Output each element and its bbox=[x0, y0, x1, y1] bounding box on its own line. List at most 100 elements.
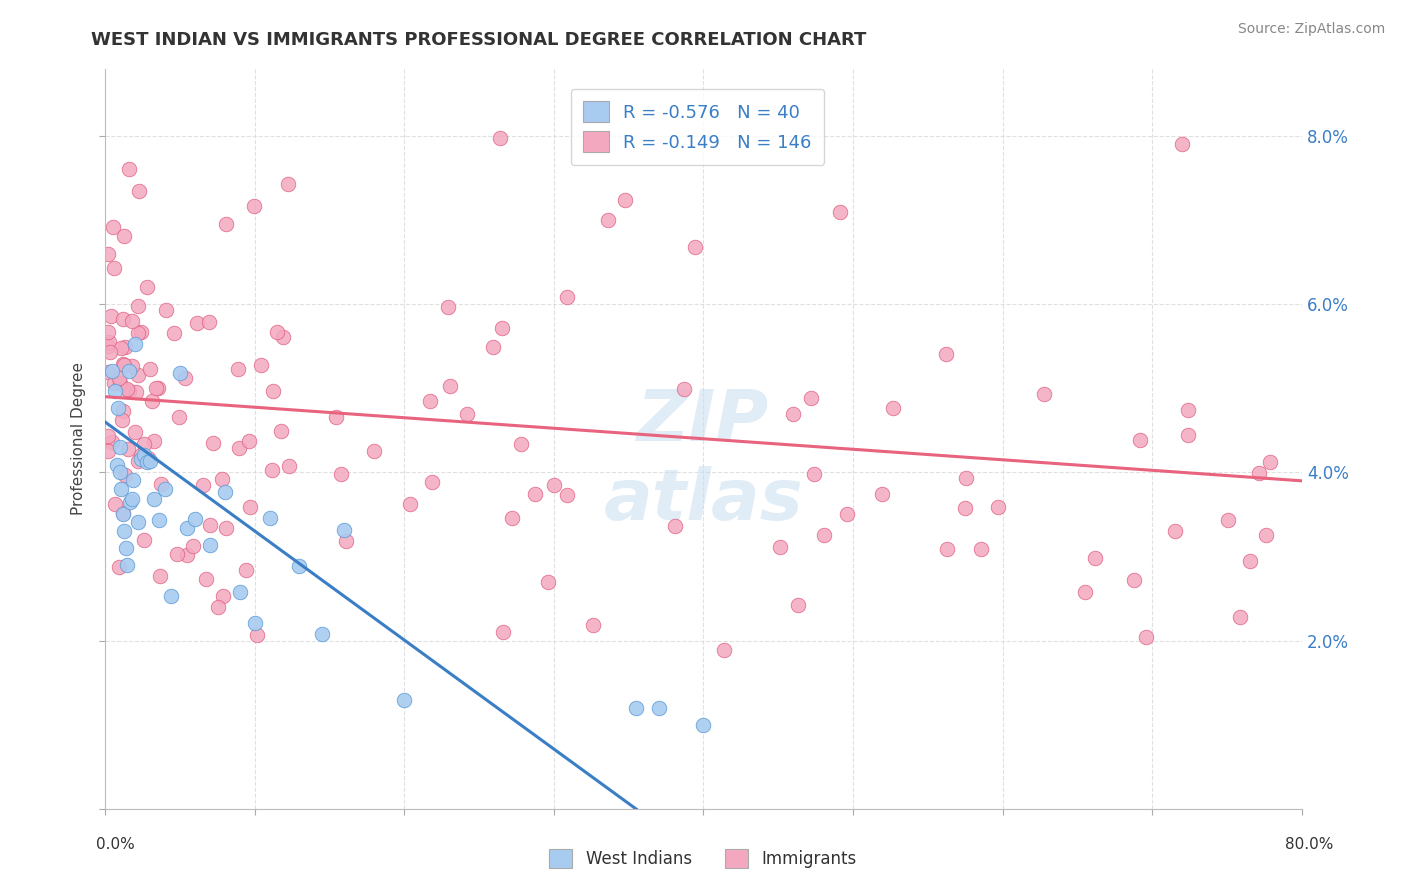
Point bbox=[202, 435, 225, 450]
Point bbox=[260, 463, 283, 477]
Point bbox=[181, 539, 204, 553]
Point bbox=[101, 434, 124, 449]
Point bbox=[555, 290, 578, 304]
Point bbox=[212, 590, 235, 604]
Point bbox=[835, 507, 858, 521]
Point bbox=[111, 508, 134, 522]
Point bbox=[800, 391, 823, 405]
Point bbox=[118, 162, 141, 177]
Point bbox=[1177, 427, 1199, 442]
Point bbox=[672, 382, 695, 396]
Point bbox=[159, 589, 181, 603]
Point bbox=[122, 473, 145, 487]
Point bbox=[330, 467, 353, 481]
Point bbox=[987, 500, 1010, 515]
Point bbox=[198, 315, 221, 329]
Point bbox=[186, 316, 208, 330]
Point bbox=[134, 533, 156, 547]
Point bbox=[311, 627, 333, 641]
Text: 80.0%: 80.0% bbox=[1285, 838, 1333, 852]
Point bbox=[127, 299, 149, 313]
Point bbox=[953, 500, 976, 515]
Point bbox=[420, 475, 443, 489]
Point bbox=[97, 334, 120, 349]
Point bbox=[394, 692, 416, 706]
Point bbox=[132, 437, 155, 451]
Point bbox=[127, 454, 149, 468]
Point bbox=[111, 357, 134, 371]
Point bbox=[97, 443, 120, 458]
Point bbox=[136, 450, 159, 465]
Point bbox=[139, 454, 162, 468]
Point bbox=[97, 365, 120, 379]
Point bbox=[692, 718, 714, 732]
Point bbox=[399, 497, 422, 511]
Point bbox=[195, 572, 218, 586]
Point bbox=[143, 434, 166, 449]
Point bbox=[153, 482, 176, 496]
Point bbox=[786, 598, 808, 612]
Point bbox=[111, 312, 134, 326]
Point bbox=[129, 452, 152, 467]
Point bbox=[647, 701, 669, 715]
Point bbox=[145, 381, 167, 395]
Point bbox=[127, 326, 149, 340]
Point bbox=[488, 131, 510, 145]
Point bbox=[363, 444, 385, 458]
Point bbox=[713, 643, 735, 657]
Point bbox=[110, 482, 132, 496]
Point bbox=[523, 487, 546, 501]
Point bbox=[111, 506, 134, 520]
Point bbox=[1033, 387, 1056, 401]
Point bbox=[184, 511, 207, 525]
Point bbox=[108, 371, 131, 385]
Point bbox=[613, 193, 636, 207]
Point bbox=[935, 347, 957, 361]
Point bbox=[288, 559, 311, 574]
Point bbox=[235, 563, 257, 577]
Point bbox=[129, 448, 152, 462]
Point bbox=[830, 204, 852, 219]
Point bbox=[163, 326, 186, 340]
Point bbox=[238, 434, 260, 448]
Point bbox=[211, 472, 233, 486]
Point bbox=[112, 358, 135, 372]
Point bbox=[1164, 524, 1187, 538]
Point bbox=[114, 524, 136, 539]
Point bbox=[155, 303, 177, 318]
Point bbox=[115, 541, 138, 556]
Point bbox=[537, 575, 560, 590]
Point bbox=[105, 458, 128, 472]
Point bbox=[107, 401, 129, 415]
Point bbox=[166, 547, 188, 561]
Point bbox=[104, 384, 127, 398]
Point bbox=[117, 558, 139, 572]
Text: Source: ZipAtlas.com: Source: ZipAtlas.com bbox=[1237, 22, 1385, 37]
Point bbox=[135, 455, 157, 469]
Point bbox=[243, 616, 266, 631]
Point bbox=[148, 513, 170, 527]
Point bbox=[141, 394, 163, 409]
Point bbox=[596, 213, 619, 227]
Point bbox=[124, 425, 146, 439]
Point bbox=[120, 495, 142, 509]
Point bbox=[125, 385, 148, 400]
Point bbox=[127, 515, 149, 529]
Point bbox=[437, 300, 460, 314]
Point bbox=[110, 341, 132, 355]
Point bbox=[97, 338, 120, 352]
Point bbox=[118, 364, 141, 378]
Point bbox=[103, 220, 125, 235]
Point bbox=[456, 408, 478, 422]
Point bbox=[769, 541, 792, 555]
Point bbox=[148, 381, 170, 395]
Point bbox=[111, 413, 134, 427]
Text: WEST INDIAN VS IMMIGRANTS PROFESSIONAL DEGREE CORRELATION CHART: WEST INDIAN VS IMMIGRANTS PROFESSIONAL D… bbox=[91, 31, 866, 49]
Point bbox=[1177, 403, 1199, 417]
Point bbox=[582, 618, 605, 632]
Point bbox=[333, 524, 356, 538]
Point bbox=[277, 177, 299, 191]
Point bbox=[121, 314, 143, 328]
Point bbox=[491, 321, 513, 335]
Point bbox=[143, 491, 166, 506]
